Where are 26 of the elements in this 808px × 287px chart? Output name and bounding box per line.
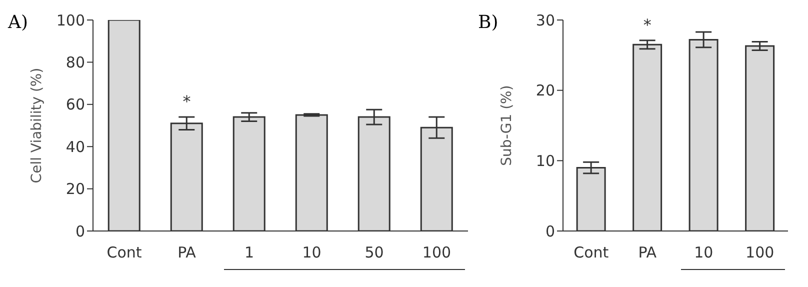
annotation: *: [182, 92, 191, 112]
y-tick-label: 100: [56, 11, 85, 30]
y-tick-label: 20: [536, 82, 555, 100]
y-tick-label: 20: [66, 180, 85, 198]
y-axis-title: Cell Viability (%): [28, 68, 45, 184]
x-tick-label: 1: [244, 244, 254, 262]
x-tick-label: 10: [694, 244, 714, 262]
x-tick-label: 100: [746, 244, 774, 262]
y-tick-label: 10: [536, 152, 555, 170]
annotation: *: [643, 15, 652, 34]
y-tick-label: 60: [66, 96, 85, 114]
x-tick-label: PA: [178, 244, 197, 262]
x-tick-label: 50: [364, 244, 384, 262]
y-tick-label: 0: [75, 222, 85, 240]
y-tick-label: 40: [66, 138, 85, 156]
y-tick-label: 30: [536, 11, 555, 30]
chart-title: A): [8, 12, 28, 33]
y-axis-title: Sub-G1 (%): [498, 85, 515, 166]
x-tick-label: 10: [302, 244, 322, 262]
y-tick-label: 80: [66, 54, 85, 72]
x-tick-label: Cont: [574, 244, 609, 262]
x-tick-label: Cont: [106, 244, 142, 262]
x-tick-label: 100: [422, 244, 452, 262]
x-tick-label: PA: [638, 244, 658, 262]
chart-title: B): [478, 12, 498, 33]
y-tick-label: 0: [545, 222, 555, 240]
